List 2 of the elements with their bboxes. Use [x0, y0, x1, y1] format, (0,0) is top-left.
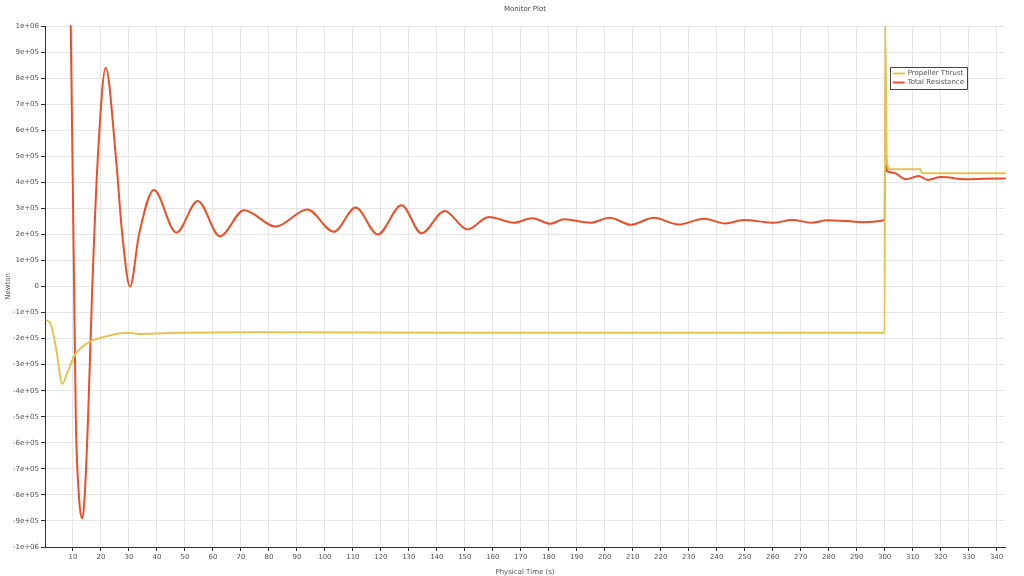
line-series — [69, 25, 1006, 520]
line-series — [45, 25, 1006, 385]
